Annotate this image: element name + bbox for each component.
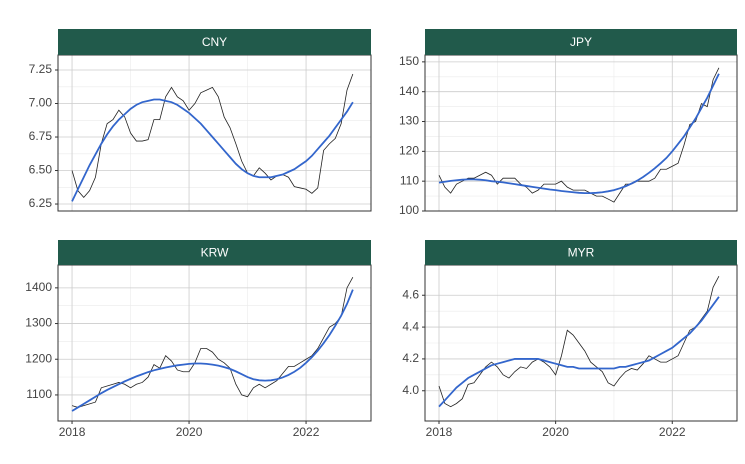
y-tick-label: 150: [399, 54, 419, 68]
rate-line: [438, 275, 720, 408]
x-tick-label: 2020: [176, 425, 203, 439]
y-tick-label: 1200: [25, 351, 52, 365]
x-tick-label: 2022: [659, 425, 686, 439]
y-tick-label: 100: [399, 203, 419, 217]
x-tick-label: 2020: [542, 425, 569, 439]
panel-background: [58, 55, 371, 211]
panel-background: [425, 55, 737, 211]
y-tick-label: 1100: [26, 387, 52, 401]
y-tick-label: 7.00: [29, 96, 53, 110]
x-tick-label: 2018: [426, 425, 453, 439]
strip: [425, 240, 737, 265]
rate-line: [438, 67, 720, 203]
strip: [425, 29, 737, 55]
strip: [58, 29, 371, 55]
strip-label: KRW: [201, 246, 229, 260]
smooth-line: [71, 98, 354, 202]
y-tick-label: 4.2: [402, 351, 419, 365]
y-tick-label: 140: [399, 84, 419, 98]
y-tick-label: 120: [399, 144, 419, 158]
rate-line: [71, 276, 354, 408]
smooth-line: [438, 73, 720, 194]
y-tick-label: 6.50: [29, 163, 53, 177]
strip-label: MYR: [568, 246, 595, 260]
strip: [58, 240, 371, 265]
y-tick-label: 1300: [25, 316, 52, 330]
y-tick-label: 6.25: [29, 196, 53, 210]
y-tick-label: 4.4: [402, 319, 419, 333]
x-tick-label: 2018: [59, 425, 86, 439]
smooth-line: [71, 289, 354, 412]
y-tick-label: 4.0: [402, 383, 419, 397]
y-tick-label: 7.25: [29, 62, 53, 76]
strip-label: JPY: [570, 35, 592, 49]
y-tick-label: 130: [399, 114, 419, 128]
y-tick-label: 110: [400, 173, 419, 187]
rate-line: [71, 73, 354, 198]
y-tick-label: 6.75: [29, 129, 53, 143]
y-tick-label: 1400: [25, 280, 52, 294]
y-tick-label: 4.6: [402, 287, 419, 301]
strip-label: CNY: [202, 35, 227, 49]
smooth-line: [438, 296, 720, 408]
x-tick-label: 2022: [293, 425, 320, 439]
